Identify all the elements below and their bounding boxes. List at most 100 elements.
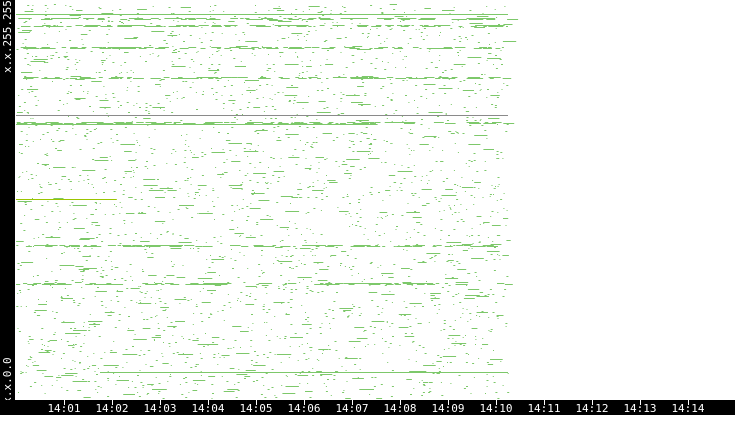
data-point: [155, 84, 161, 85]
data-point: [483, 223, 485, 224]
data-point: [212, 54, 214, 55]
data-point: [257, 133, 260, 134]
data-point: [80, 85, 82, 86]
data-point: [88, 30, 91, 31]
data-point: [266, 215, 269, 216]
data-point: [343, 7, 346, 8]
data-point: [309, 78, 312, 79]
data-point: [266, 70, 269, 71]
data-point: [41, 78, 48, 79]
data-point: [309, 122, 321, 123]
data-point: [72, 205, 87, 206]
data-point: [73, 330, 87, 331]
data-point: [82, 256, 91, 257]
data-point: [299, 183, 301, 184]
data-point: [209, 46, 211, 47]
data-point: [364, 228, 366, 229]
data-point: [380, 384, 383, 385]
x-tick-label: 14:06: [287, 402, 321, 415]
data-point: [313, 262, 324, 263]
data-point: [506, 26, 508, 27]
data-point: [381, 294, 395, 295]
data-point: [459, 186, 461, 187]
data-point: [25, 21, 28, 22]
data-point: [466, 235, 468, 236]
data-point: [465, 295, 480, 296]
data-point: [255, 362, 258, 363]
data-point: [201, 302, 211, 303]
data-point: [53, 334, 56, 335]
data-point: [453, 265, 456, 266]
data-point: [237, 277, 240, 278]
data-point: [110, 129, 113, 130]
data-point: [260, 219, 274, 220]
data-point: [402, 283, 410, 284]
x-tick-label: 14:08: [383, 402, 417, 415]
data-point: [218, 26, 222, 27]
data-point: [103, 365, 111, 366]
data-point: [24, 215, 26, 216]
data-point: [93, 129, 96, 130]
data-point: [320, 72, 322, 73]
data-point: [193, 198, 196, 199]
data-point: [107, 380, 109, 381]
data-point: [434, 255, 437, 256]
data-point: [65, 333, 77, 334]
data-point: [501, 64, 503, 65]
data-point: [151, 123, 161, 124]
data-point: [99, 100, 109, 101]
scan-line: [16, 115, 508, 116]
data-point: [439, 76, 442, 77]
data-point: [59, 140, 65, 141]
data-point: [86, 218, 88, 219]
data-point: [73, 302, 76, 303]
data-point: [140, 350, 142, 351]
data-point: [88, 321, 103, 322]
data-point: [87, 175, 89, 176]
data-point: [28, 336, 31, 337]
data-point: [423, 385, 426, 386]
data-point: [402, 282, 412, 283]
data-point: [158, 55, 160, 56]
data-point: [360, 209, 362, 210]
data-point: [136, 167, 138, 168]
data-point: [318, 101, 326, 102]
data-point: [188, 339, 191, 340]
data-point: [376, 28, 378, 29]
data-point: [184, 25, 192, 26]
data-point: [254, 365, 266, 366]
data-point: [285, 375, 287, 376]
data-point: [340, 18, 349, 19]
data-point: [238, 209, 240, 210]
data-point: [147, 168, 149, 169]
data-point: [448, 205, 450, 206]
data-point: [265, 183, 268, 184]
data-point: [137, 392, 139, 393]
data-point: [501, 89, 503, 90]
data-point: [61, 375, 74, 376]
data-point: [476, 306, 478, 307]
data-point: [227, 282, 230, 283]
data-point: [63, 252, 65, 253]
data-point: [316, 359, 318, 360]
data-point: [262, 306, 265, 307]
data-point: [224, 172, 228, 173]
data-point: [217, 241, 219, 242]
x-tick: [448, 400, 449, 405]
data-point: [159, 301, 162, 302]
data-point: [90, 26, 98, 27]
data-point: [140, 241, 150, 242]
data-point: [201, 156, 204, 157]
data-point: [143, 319, 146, 320]
data-point: [470, 393, 472, 394]
data-point: [417, 232, 420, 233]
data-point: [56, 25, 58, 26]
data-point: [47, 19, 53, 20]
data-point: [446, 261, 449, 262]
data-point: [247, 156, 249, 157]
data-point: [138, 212, 140, 213]
data-point: [176, 352, 179, 353]
data-point: [502, 41, 517, 42]
data-point: [92, 159, 95, 160]
data-point: [425, 89, 428, 90]
